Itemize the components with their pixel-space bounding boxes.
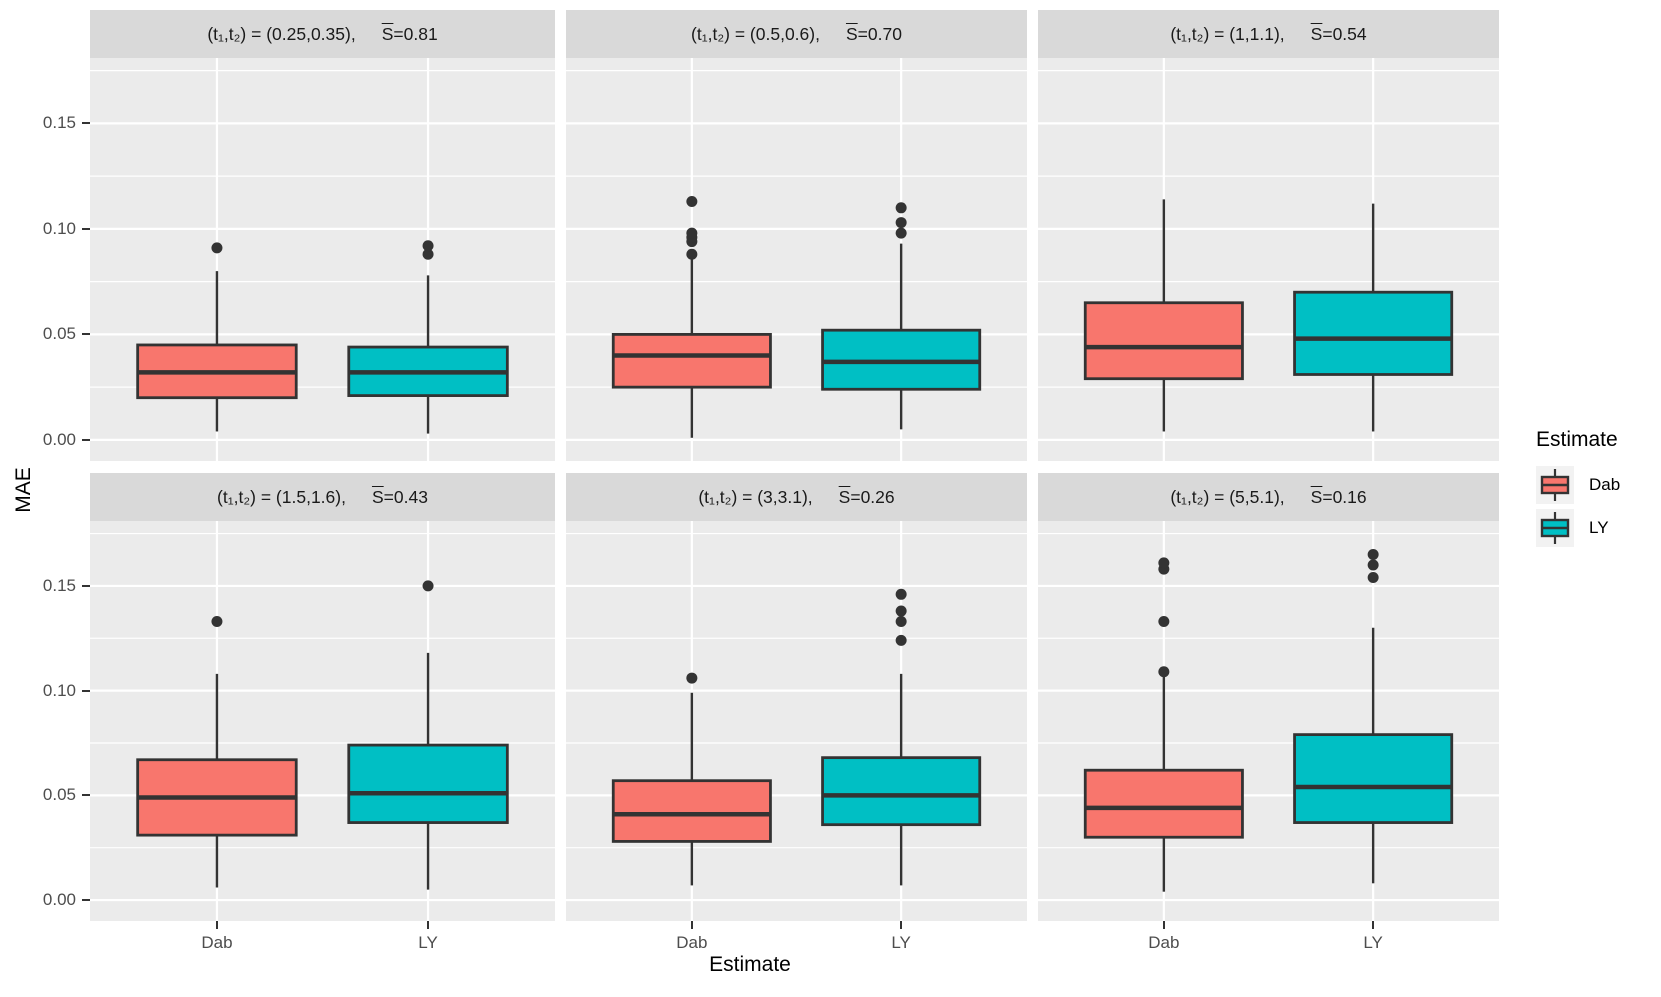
- y-tick-label: 0.00: [42, 429, 76, 449]
- facet-panel: [566, 521, 1027, 921]
- facet-sbar-value: =0.81: [393, 23, 438, 44]
- facet-sbar-symbol: S: [1310, 23, 1323, 44]
- facet-panel: [566, 58, 1027, 461]
- y-tick-mark: [82, 689, 90, 692]
- y-tick-mark: [82, 122, 90, 125]
- facet-t-label: (t₁,t₂) = (1.5,1.6),: [217, 486, 346, 507]
- legend-title: Estimate: [1536, 428, 1618, 451]
- facet-sbar-symbol: S: [845, 23, 858, 44]
- facet-panel: [90, 521, 555, 921]
- facet-panel: [90, 58, 555, 461]
- x-tick-mark: [1372, 921, 1375, 929]
- y-tick-label: 0.05: [42, 324, 76, 344]
- boxplot-ly: [1293, 203, 1454, 432]
- y-tick-mark: [82, 333, 90, 336]
- facet-sbar-symbol: S: [838, 486, 851, 507]
- y-tick-label: 0.10: [42, 680, 76, 700]
- facet-t-label: (t₁,t₂) = (0.25,0.35),: [207, 23, 356, 44]
- boxplot-dab: [136, 242, 298, 432]
- x-axis-title: Estimate: [709, 953, 791, 976]
- legend: Estimate Dab LY: [1536, 428, 1620, 552]
- y-tick-mark: [82, 899, 90, 902]
- facet-t-label: (t₁,t₂) = (1,1.1),: [1170, 23, 1285, 44]
- boxplot-dab: [136, 616, 298, 888]
- boxplot-dab: [611, 195, 772, 438]
- x-tick-label: LY: [1363, 933, 1383, 952]
- y-tick-mark: [82, 584, 90, 587]
- legend-label-ly: LY: [1589, 518, 1609, 537]
- facet-t-label: (t₁,t₂) = (3,3.1),: [698, 486, 813, 507]
- facet-strip: (t₁,t₂) = (0.25,0.35), S =0.81: [90, 10, 555, 58]
- facet-t-label: (t₁,t₂) = (0.5,0.6),: [691, 23, 820, 44]
- facet-sbar-value: =0.54: [1322, 23, 1367, 44]
- legend-key-boxplot-icon: [1536, 466, 1574, 504]
- y-axis-title: MAE: [12, 467, 35, 513]
- x-tick-mark: [900, 921, 903, 929]
- facet-strip: (t₁,t₂) = (5,5.1), S =0.16: [1038, 473, 1499, 521]
- facet-sbar-symbol: S: [371, 486, 384, 507]
- legend-item-dab: Dab: [1536, 466, 1620, 504]
- facet-strip: (t₁,t₂) = (0.5,0.6), S =0.70: [566, 10, 1027, 58]
- x-tick-label: LY: [891, 933, 911, 952]
- facet-sbar-value: =0.43: [383, 486, 428, 507]
- x-tick-label: Dab: [676, 933, 708, 952]
- boxplot-ly: [821, 202, 982, 430]
- boxplot-ly: [1293, 549, 1454, 884]
- x-tick-label: Dab: [1148, 933, 1180, 952]
- boxplot-ly: [821, 588, 982, 886]
- y-tick-mark: [82, 794, 90, 797]
- y-tick-label: 0.10: [42, 218, 76, 238]
- facet-panel: [1038, 58, 1499, 461]
- facet-strip: (t₁,t₂) = (1,1.1), S =0.54: [1038, 10, 1499, 58]
- x-tick-mark: [215, 921, 218, 929]
- legend-item-ly: LY: [1536, 509, 1620, 547]
- legend-label-dab: Dab: [1589, 475, 1621, 494]
- facet-sbar-value: =0.70: [857, 23, 902, 44]
- y-tick-label: 0.05: [42, 785, 76, 805]
- boxplot-dab: [611, 672, 772, 886]
- boxplot-dab: [1083, 199, 1244, 432]
- facet-strip: (t₁,t₂) = (3,3.1), S =0.26: [566, 473, 1027, 521]
- facet-sbar-value: =0.26: [850, 486, 895, 507]
- facet-strip: (t₁,t₂) = (1.5,1.6), S =0.43: [90, 473, 555, 521]
- facet-sbar-value: =0.16: [1322, 486, 1367, 507]
- x-tick-label: Dab: [201, 933, 233, 952]
- boxplot-ly: [347, 240, 509, 434]
- y-tick-mark: [82, 438, 90, 441]
- facet-t-label: (t₁,t₂) = (5,5.1),: [1170, 486, 1285, 507]
- facet-sbar-symbol: S: [381, 23, 394, 44]
- x-tick-mark: [427, 921, 430, 929]
- y-tick-mark: [82, 227, 90, 230]
- x-tick-mark: [1162, 921, 1165, 929]
- facet-panel: [1038, 521, 1499, 921]
- legend-key-boxplot-icon: [1536, 509, 1574, 547]
- y-tick-label: 0.15: [42, 113, 76, 133]
- boxplot-ly: [347, 580, 509, 890]
- boxplot-dab: [1083, 557, 1244, 892]
- x-tick-mark: [690, 921, 693, 929]
- y-tick-label: 0.15: [42, 575, 76, 595]
- y-tick-label: 0.00: [42, 890, 76, 910]
- x-tick-label: LY: [418, 933, 438, 952]
- facet-sbar-symbol: S: [1310, 486, 1323, 507]
